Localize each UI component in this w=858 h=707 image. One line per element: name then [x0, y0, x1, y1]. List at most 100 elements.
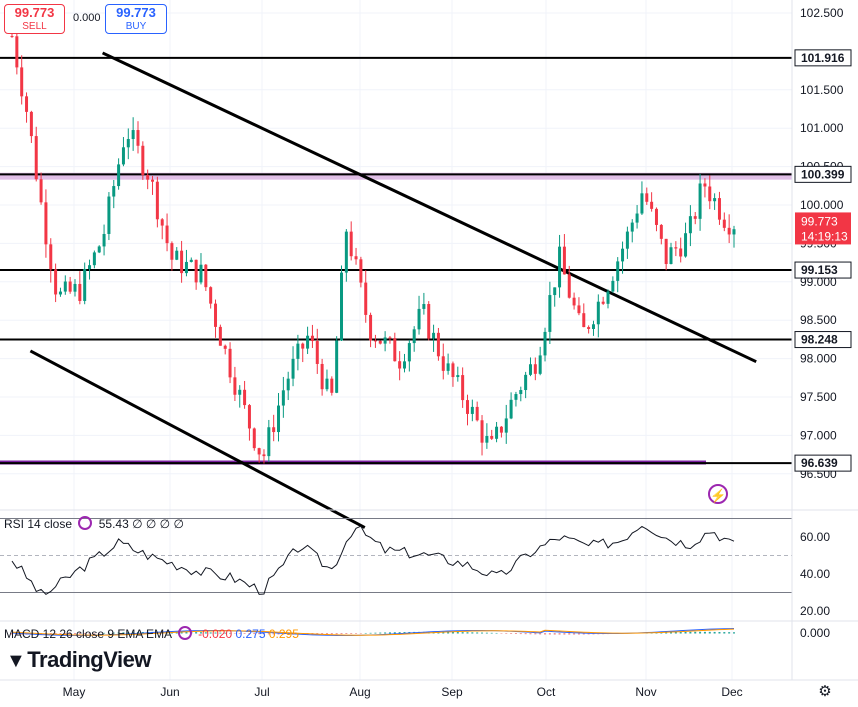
candle-body: [131, 130, 135, 140]
macd-histogram-bar: [103, 632, 106, 634]
candle-body: [354, 256, 358, 260]
macd-histogram-bar: [510, 633, 513, 634]
candle-body: [34, 136, 38, 180]
macd-histogram-bar: [321, 633, 324, 635]
candle-body: [669, 247, 673, 265]
sell-button[interactable]: 99.773 SELL: [4, 4, 65, 34]
candle-body: [126, 139, 130, 148]
macd-histogram-bar: [64, 633, 67, 635]
candle-body: [475, 406, 479, 421]
candle-body: [112, 186, 116, 197]
macd-histogram-bar: [670, 632, 673, 634]
candle-body: [504, 418, 508, 433]
macd-histogram-bar: [248, 633, 251, 634]
candle-body: [233, 377, 237, 395]
macd-histogram-value: -0.020: [198, 627, 233, 641]
price-axis[interactable]: 102.500101.500101.000100.500100.00099.50…: [791, 0, 852, 680]
time-axis[interactable]: May Jun Jul Aug Sep Oct Nov Dec: [0, 679, 858, 699]
candle-body: [402, 361, 406, 369]
time-tick-label: Oct: [537, 685, 556, 699]
current-price-label: 99.773: [801, 214, 838, 228]
macd-histogram-bar: [495, 632, 498, 634]
candle-body: [480, 420, 484, 443]
indicator-settings-icon[interactable]: [78, 516, 93, 530]
candle-body: [54, 269, 58, 295]
candle-body: [621, 248, 625, 262]
candle-body: [611, 280, 615, 292]
macd-histogram-bar: [369, 632, 372, 634]
macd-histogram-bar: [350, 633, 353, 634]
candle-body: [359, 259, 363, 283]
macd-histogram-bar: [505, 633, 508, 634]
buy-label: BUY: [125, 21, 147, 32]
macd-legend-name: MACD 12 26 close 9 EMA EMA: [4, 627, 172, 641]
candle-body: [630, 222, 634, 232]
macd-histogram-bar: [481, 632, 484, 634]
price-tick-label: 102.500: [800, 6, 844, 20]
indicator-settings-icon[interactable]: [177, 626, 192, 640]
tradingview-logo[interactable]: ▼TradingView: [6, 647, 151, 673]
macd-histogram-bar: [272, 633, 275, 635]
macd-histogram-bar: [325, 633, 328, 635]
rsi-tick-label: 60.00: [800, 530, 830, 544]
macd-histogram-bar: [398, 632, 401, 634]
macd-histogram-bar: [340, 633, 343, 635]
candle-body: [262, 454, 266, 457]
sell-price: 99.773: [14, 5, 55, 20]
macd-histogram-bar: [728, 632, 731, 634]
settings-icon[interactable]: ⚙: [818, 683, 832, 700]
macd-histogram-bar: [112, 632, 115, 634]
candle-body: [509, 399, 513, 419]
macd-histogram-bar: [456, 632, 459, 634]
rsi-legend[interactable]: RSI 14 close 55.43 ∅ ∅ ∅ ∅: [4, 516, 184, 531]
price-tick-label: 97.000: [800, 428, 837, 442]
buy-button[interactable]: 99.773 BUY: [105, 4, 167, 34]
candle-body: [398, 361, 402, 369]
candle-body: [596, 301, 600, 325]
rsi-legend-value: 55.43: [98, 517, 129, 531]
level-label: 99.153: [801, 263, 838, 277]
macd-histogram-bar: [253, 633, 256, 635]
time-tick-label: Sep: [441, 685, 463, 699]
candle-body: [378, 340, 382, 344]
candle-body: [243, 389, 247, 406]
macd-histogram-bar: [88, 633, 91, 634]
macd-histogram-bar: [563, 633, 566, 635]
candle-body: [713, 198, 717, 202]
level-label-box: [794, 261, 852, 279]
macd-histogram-bar: [461, 632, 464, 634]
candle-body: [514, 394, 518, 400]
rsi-line: [11, 525, 735, 596]
macd-histogram-bar: [466, 632, 469, 634]
macd-histogram-bar: [199, 632, 202, 634]
candle-body: [543, 331, 547, 356]
macd-histogram-bar: [233, 633, 236, 634]
candle-body: [141, 145, 145, 176]
candle-body: [722, 219, 726, 228]
macd-histogram-bar: [364, 632, 367, 634]
flash-icon[interactable]: ⚡: [708, 484, 728, 504]
macd-histogram-bar: [713, 631, 716, 634]
candle-body: [58, 291, 62, 295]
candle-body: [107, 196, 111, 234]
horizontal-levels[interactable]: [0, 56, 792, 465]
candle-body: [446, 363, 450, 371]
candle-body: [39, 179, 43, 203]
lower-trendline: [29, 349, 366, 529]
candle-body: [310, 335, 314, 342]
macd-histogram-bar: [107, 632, 110, 634]
macd-histogram-bar: [379, 632, 382, 634]
candle-body: [209, 287, 213, 304]
macd-legend[interactable]: MACD 12 26 close 9 EMA EMA -0.020 0.275 …: [4, 626, 299, 641]
macd-histogram-bar: [674, 631, 677, 634]
candle-body: [83, 269, 87, 301]
macd-histogram-bar: [568, 633, 571, 635]
macd-histogram-bar: [117, 632, 120, 634]
candle-body: [277, 405, 281, 433]
macd-histogram-bar: [73, 633, 76, 635]
trend-channel[interactable]: [29, 51, 757, 529]
candle-body: [92, 252, 96, 266]
candle-body: [204, 264, 208, 288]
macd-histogram-bar: [345, 633, 348, 635]
